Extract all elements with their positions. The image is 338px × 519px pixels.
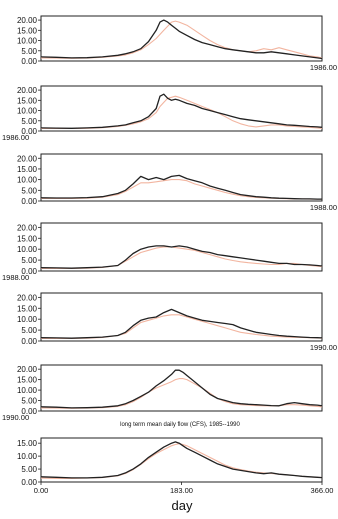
panel-year-label: 1988.00 xyxy=(310,203,337,212)
y-tick-label: 0.00 xyxy=(21,127,37,136)
y-tick-label: 15.00 xyxy=(17,165,38,174)
y-tick-label: 5.00 xyxy=(21,397,37,406)
observed-flow-line xyxy=(40,245,323,269)
y-tick-label: 20.00 xyxy=(17,365,38,374)
y-tick-label: 5.00 xyxy=(21,117,37,126)
plot-frame xyxy=(40,364,323,412)
mean-flow-line xyxy=(40,20,323,59)
panel-note: long term mean daily flow (CFS), 1985--1… xyxy=(120,422,240,428)
mean-flow-line xyxy=(40,378,323,409)
y-tick-label: 5.00 xyxy=(21,326,37,335)
y-tick-label: 10.00 xyxy=(17,386,38,395)
plot-frame xyxy=(40,153,323,202)
y-tick-label: 15.00 xyxy=(17,26,38,35)
y-tick-label: 0.00 xyxy=(21,407,37,416)
y-tick-label: 20.00 xyxy=(17,223,38,232)
y-tick-label: 0.00 xyxy=(21,57,37,66)
x-tick-label: 183.00 xyxy=(170,486,193,495)
observed-flow-line xyxy=(40,441,323,479)
y-tick-label: 20.00 xyxy=(17,154,38,163)
panel-year-label: 1986.00 xyxy=(2,133,29,142)
y-tick-label: 15.00 xyxy=(17,439,38,448)
y-tick-label: 20.00 xyxy=(17,293,38,302)
y-tick-label: 10.00 xyxy=(17,176,38,185)
y-tick-label: 10.00 xyxy=(17,315,38,324)
x-tick-label: 366.00 xyxy=(311,486,334,495)
observed-flow-line xyxy=(40,369,323,409)
mean-flow-line xyxy=(41,179,322,200)
x-tick-label: 0.00 xyxy=(34,486,49,495)
y-tick-label: 15.00 xyxy=(17,304,38,313)
panel-year-label: 1986.00 xyxy=(310,63,337,72)
y-tick-label: 0.00 xyxy=(21,197,37,206)
panel-year-label: 1990.00 xyxy=(310,343,337,352)
mean-flow-line xyxy=(41,314,323,339)
plot-frame xyxy=(40,15,323,62)
y-tick-label: 0.00 xyxy=(21,267,37,276)
mean-flow-line xyxy=(40,443,323,479)
flow-panel-4: 0.00 5.00 10.00 15.00 20.00 1988.00 xyxy=(2,222,323,282)
plot-frame xyxy=(40,292,323,342)
x-axis-label: day xyxy=(172,498,193,513)
observed-flow-line xyxy=(40,19,323,60)
y-tick-label: 5.00 xyxy=(21,465,37,474)
y-tick-label: 15.00 xyxy=(17,234,38,243)
y-tick-label: 10.00 xyxy=(17,245,38,254)
panel-year-label: 1988.00 xyxy=(2,273,29,282)
observed-flow-line xyxy=(40,93,323,129)
observed-flow-line xyxy=(40,174,322,200)
y-tick-label: 5.00 xyxy=(21,186,37,195)
flow-panel-5: 0.00 5.00 10.00 15.00 20.00 1990.00 xyxy=(17,292,337,352)
y-tick-label: 15.00 xyxy=(17,96,38,105)
y-tick-label: 0.00 xyxy=(21,337,37,346)
y-tick-label: 5.00 xyxy=(21,256,37,265)
plot-frame xyxy=(40,85,323,132)
y-tick-label: 15.00 xyxy=(17,376,38,385)
observed-flow-line xyxy=(40,308,323,339)
y-tick-label: 10.00 xyxy=(17,452,38,461)
flow-panel-7: 0.00 5.00 10.00 15.00 0.00 183.00 366.00 day xyxy=(17,437,334,513)
y-tick-label: 5.00 xyxy=(21,47,37,56)
y-tick-label: 0.00 xyxy=(21,478,37,487)
y-tick-label: 20.00 xyxy=(17,86,38,95)
panel-year-label: 1990.00 xyxy=(2,413,29,422)
plot-frame xyxy=(40,222,323,272)
mean-flow-line xyxy=(41,246,323,269)
y-tick-label: 10.00 xyxy=(17,37,38,46)
y-tick-label: 10.00 xyxy=(17,107,38,116)
y-tick-label: 20.00 xyxy=(17,16,38,25)
